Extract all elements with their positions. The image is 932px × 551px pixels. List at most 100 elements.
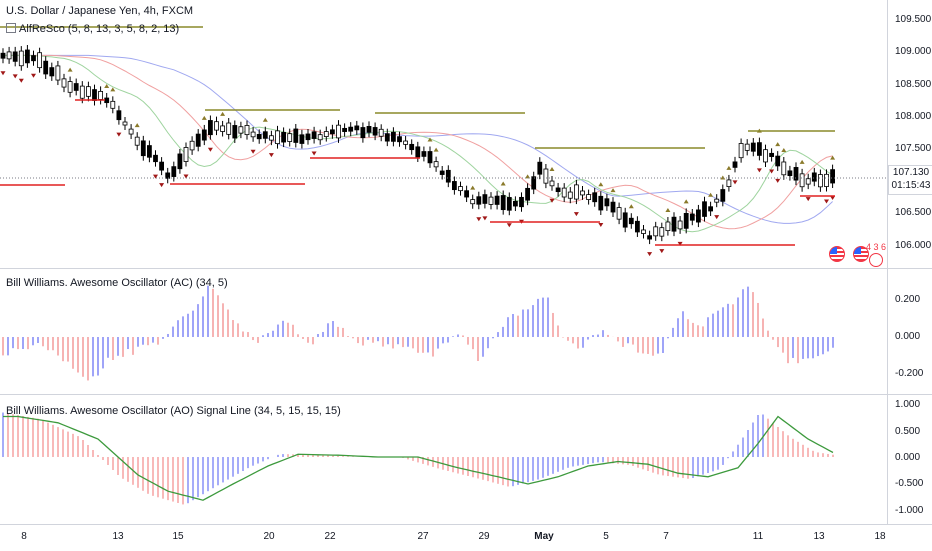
ao-tick: 0.500 [895, 426, 921, 437]
fractal-down-marker [769, 169, 775, 174]
candle-body [366, 126, 372, 133]
fractal-down-marker [250, 149, 256, 154]
ac-pane[interactable]: Bill Williams. Awesome Oscillator (AC) (… [0, 269, 887, 394]
candle-body [79, 85, 85, 99]
price-pane[interactable]: U.S. Dollar / Japanese Yen, 4h, FXCM Alf… [0, 0, 887, 268]
candle-body [293, 128, 299, 143]
time-tick: 29 [478, 531, 490, 542]
candle-body [439, 170, 445, 175]
candle-body [598, 195, 604, 211]
us-flag-icon[interactable] [853, 246, 869, 262]
ao-tick: -1.000 [895, 505, 924, 516]
candle-body [329, 129, 335, 135]
candle-body [104, 97, 110, 104]
fractal-up-marker [665, 208, 671, 213]
candle-body [378, 128, 384, 137]
candle-body [372, 127, 378, 136]
candle-body [506, 197, 512, 211]
fractal-down-marker [677, 241, 683, 246]
jp-flag-icon[interactable] [869, 253, 883, 267]
candle-body [720, 189, 726, 202]
candle-body [677, 220, 683, 230]
time-tick: 22 [324, 531, 336, 542]
candle-body [165, 172, 171, 179]
candle-body [409, 143, 415, 151]
fractal-up-marker [720, 175, 726, 180]
candle-body [787, 170, 793, 176]
fractal-down-marker [153, 174, 158, 179]
ao-signal-line [3, 415, 834, 501]
pane-separator[interactable] [0, 268, 932, 269]
ao-histogram[interactable] [0, 395, 887, 524]
fractal-down-marker [830, 196, 836, 201]
candle-body [793, 167, 799, 181]
candle-body [830, 169, 835, 184]
candle-body [726, 179, 732, 188]
candle-body [98, 90, 103, 100]
price-tick: 106.500 [895, 207, 932, 218]
candle-body [268, 135, 274, 141]
candle-body [476, 196, 482, 205]
candle-body [592, 192, 598, 203]
fractal-down-marker [116, 132, 122, 137]
candle-body [525, 187, 530, 201]
price-axis[interactable] [887, 0, 932, 268]
fractal-down-marker [647, 252, 653, 257]
fractal-down-marker [573, 212, 579, 217]
ac-histogram[interactable] [0, 269, 887, 394]
time-axis[interactable] [0, 524, 932, 551]
event-badge[interactable]: 4 3 6 [866, 242, 887, 252]
ao-axis[interactable] [887, 395, 932, 524]
time-tick: 18 [874, 531, 886, 542]
candle-body [451, 181, 457, 191]
candle-body [732, 161, 738, 168]
fractal-up-marker [525, 174, 531, 179]
candle-body [220, 125, 226, 132]
time-tick: 5 [603, 531, 609, 542]
fractal-down-marker [159, 183, 165, 188]
candle-body [348, 126, 354, 132]
fractal-down-marker [805, 197, 811, 202]
candle-body [811, 172, 817, 182]
candle-body [262, 131, 268, 139]
candle-body [494, 195, 500, 205]
candle-body [628, 217, 634, 225]
candle-body [287, 133, 293, 142]
pane-separator[interactable] [0, 394, 932, 395]
candle-body [244, 125, 250, 136]
candle-body [18, 50, 24, 67]
ao-pane[interactable]: Bill Williams. Awesome Oscillator (AO) S… [0, 395, 887, 524]
time-tick: 7 [663, 531, 669, 542]
fractal-up-marker [427, 137, 433, 142]
ao-tick: 1.000 [895, 399, 921, 410]
fractal-down-marker [183, 174, 189, 179]
price-chart[interactable] [0, 0, 887, 268]
fractal-up-marker [104, 84, 110, 89]
candle-body [799, 173, 805, 188]
time-tick: 27 [417, 531, 429, 542]
ac-axis[interactable] [887, 269, 932, 394]
candle-body [250, 131, 256, 138]
fractal-down-marker [659, 249, 665, 254]
candle-body [641, 229, 646, 234]
candle-body [775, 155, 781, 167]
candle-body [317, 134, 323, 141]
fractal-down-marker [268, 153, 274, 158]
candle-body [574, 184, 579, 200]
candle-body [256, 133, 262, 140]
candle-body [665, 221, 671, 232]
candle-body [763, 149, 768, 163]
candle-body [708, 206, 713, 212]
candle-body [177, 153, 183, 170]
fractal-down-marker [18, 78, 24, 83]
indicator-legend[interactable]: AlfReSco (5, 8, 13, 3, 5, 8, 2, 13) [6, 23, 179, 35]
price-tick: 109.000 [895, 46, 932, 57]
candle-body [397, 136, 402, 143]
fractal-down-marker [732, 180, 738, 185]
candle-body [360, 127, 366, 139]
candle-body [555, 187, 561, 193]
candle-body [537, 161, 543, 175]
eye-icon[interactable] [6, 23, 16, 33]
candle-body [458, 186, 463, 192]
us-flag-icon[interactable] [829, 246, 845, 262]
